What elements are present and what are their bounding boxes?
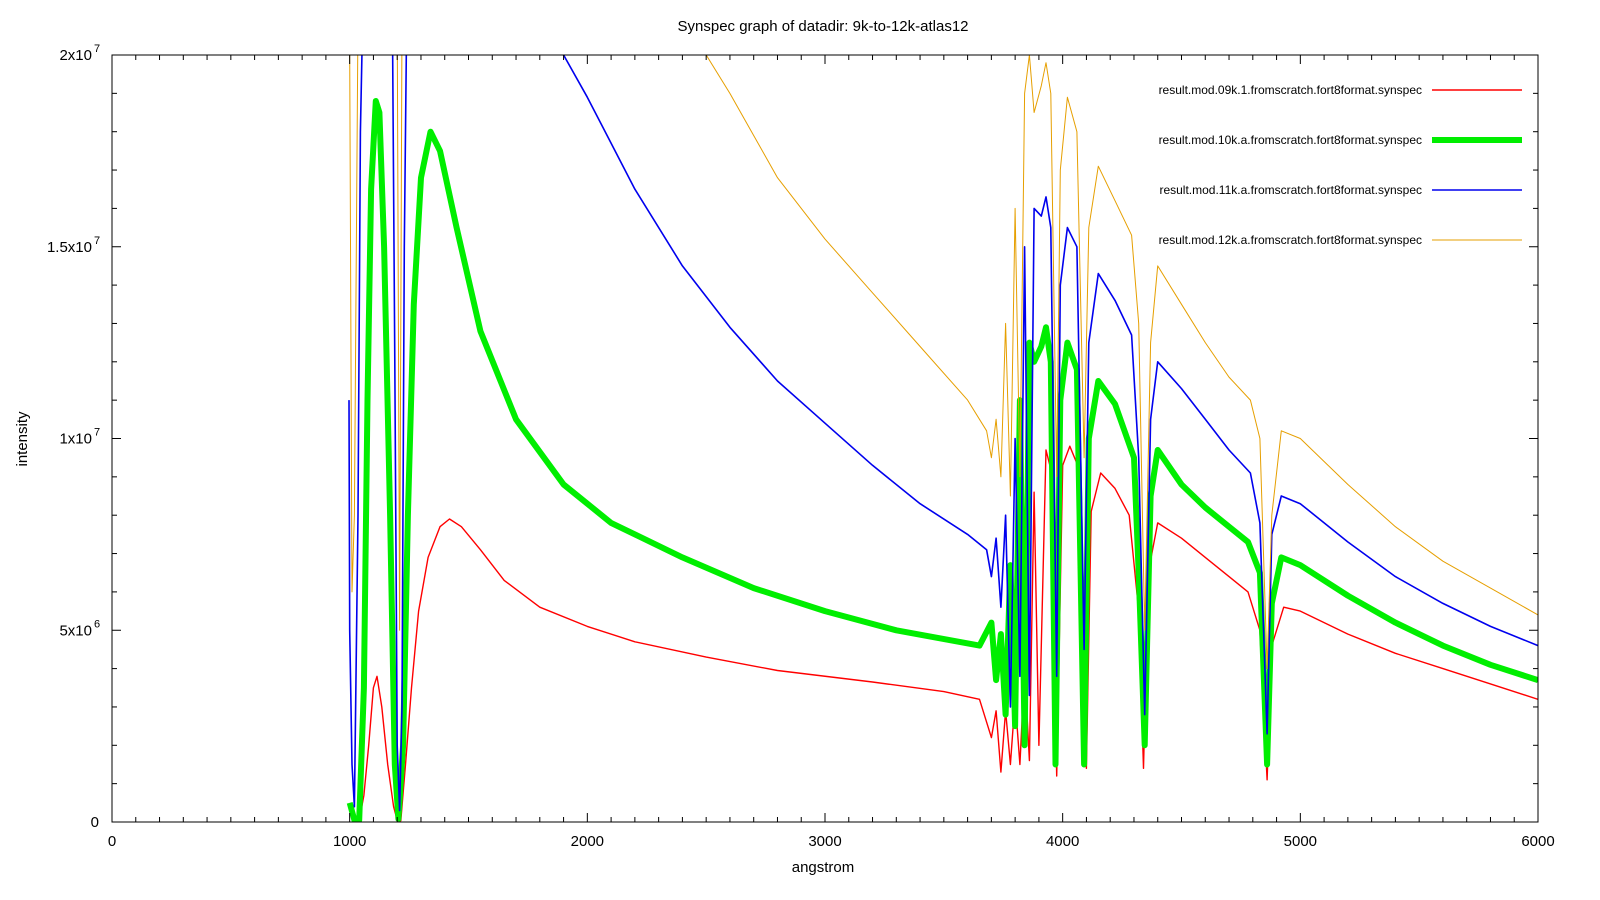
legend-entry-label: result.mod.10k.a.fromscratch.fort8format… xyxy=(1159,133,1422,147)
series-line-4 xyxy=(349,55,1538,670)
y-tick-label: 5x10 xyxy=(59,622,92,639)
x-tick-label: 0 xyxy=(108,833,116,850)
plot-frame xyxy=(111,54,1539,823)
series-line-3 xyxy=(348,55,1538,812)
y-axis-label: intensity xyxy=(14,411,31,467)
series-line-2 xyxy=(346,98,1538,822)
legend-entry-label: result.mod.11k.a.fromscratch.fort8format… xyxy=(1159,183,1422,197)
x-tick-label: 4000 xyxy=(1046,833,1079,850)
y-tick-label: 1x10 xyxy=(59,431,92,448)
y-tick-label: 2x10 xyxy=(59,47,92,64)
y-tick-exponent: 7 xyxy=(94,427,100,439)
x-tick-label: 6000 xyxy=(1521,833,1554,850)
legend-entry-label: result.mod.12k.a.fromscratch.fort8format… xyxy=(1159,233,1422,247)
chart-title: Synspec graph of datadir: 9k-to-12k-atla… xyxy=(678,18,969,35)
y-tick-exponent: 7 xyxy=(94,43,100,55)
x-tick-label: 1000 xyxy=(333,833,366,850)
legend-entry-label: result.mod.09k.1.fromscratch.fort8format… xyxy=(1159,83,1422,97)
series-layer xyxy=(346,55,1538,822)
x-tick-label: 2000 xyxy=(571,833,604,850)
y-tick-label: 1.5x10 xyxy=(47,239,92,256)
legend: result.mod.09k.1.fromscratch.fort8format… xyxy=(1159,83,1522,247)
series-line-1 xyxy=(349,445,1538,822)
x-tick-label: 3000 xyxy=(808,833,841,850)
x-tick-label: 5000 xyxy=(1284,833,1317,850)
x-axis-label: angstrom xyxy=(792,859,855,876)
y-tick-label: 0 xyxy=(91,814,99,831)
y-tick-exponent: 6 xyxy=(94,618,100,630)
y-tick-exponent: 7 xyxy=(94,235,100,247)
